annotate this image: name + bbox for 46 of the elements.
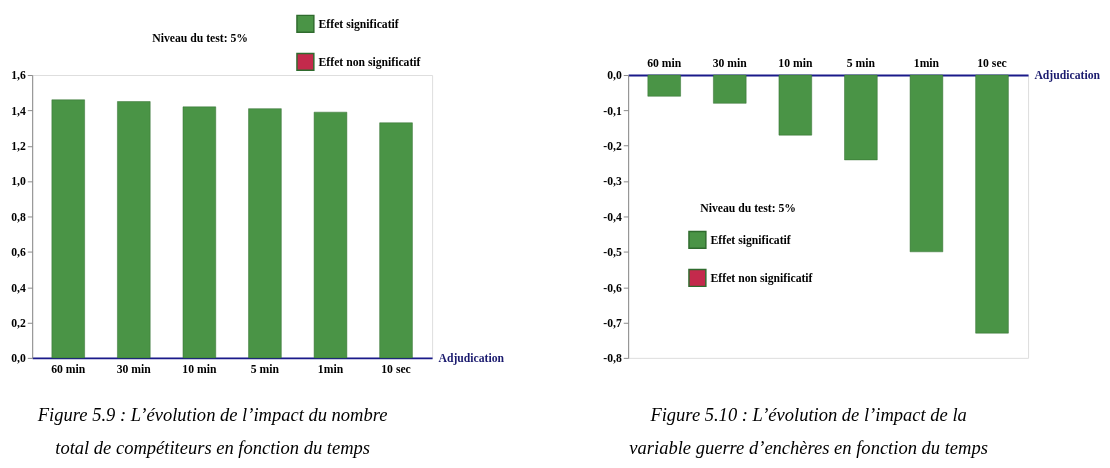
y-tick-label: -0,4: [603, 210, 622, 224]
legend-label: Effet significatif: [710, 233, 791, 247]
x-tick-label: 10 sec: [977, 56, 1007, 70]
y-tick-label: 0,4: [11, 281, 26, 295]
x-tick-label: 30 min: [116, 363, 152, 377]
y-tick-label: 0,6: [11, 246, 26, 260]
y-tick-label: 0,8: [11, 210, 26, 224]
x-tick-label: 30 min: [712, 56, 748, 70]
bar: [248, 108, 282, 359]
y-tick-label: 1,0: [11, 175, 26, 189]
x-tick-label: 10 min: [778, 56, 813, 70]
bar: [117, 101, 151, 359]
bar: [313, 111, 348, 359]
y-tick-label: 0,0: [607, 69, 622, 83]
caption: Figure 5.10 : L’évolution de l’impact de la variable guerre d’enchères en fonction du temps: [629, 404, 988, 459]
x-tick-label: 1min: [317, 363, 344, 377]
text: Niveau du test: 5%: [152, 31, 249, 45]
x-tick-label: 5 min: [250, 363, 280, 377]
y-tick-label: -0,5: [603, 246, 622, 260]
x-tick-label: 10 sec: [381, 363, 411, 377]
x-tick-label: 60 min: [647, 56, 682, 70]
y-tick-label: -0,8: [603, 352, 622, 366]
y-tick-label: -0,2: [603, 140, 622, 154]
x-tick-label: 1min: [913, 56, 940, 70]
y-tick-label: 1,2: [11, 140, 26, 154]
legend-label: Effet non significatif: [318, 55, 421, 69]
bar: [379, 122, 413, 359]
y-tick-label: 0,2: [11, 316, 26, 330]
y-tick-label: -0,1: [603, 104, 622, 118]
x-axis-title: Adjudication: [438, 352, 505, 366]
y-tick-label: 1,6: [11, 69, 26, 83]
annotation: Niveau du test: 5%: [700, 201, 797, 215]
y-tick-label: 1,4: [11, 104, 26, 118]
x-tick-label: 10 min: [182, 363, 217, 377]
x-tick-label: 60 min: [51, 363, 86, 377]
bar: [182, 106, 216, 359]
bar: [51, 99, 85, 359]
legend-label: Effet significatif: [318, 17, 399, 31]
caption: Figure 5.9 : L’évolution de l’impact du nombre total de compétiteurs en fonction du temps: [36, 404, 388, 459]
x-axis-title: Adjudication: [1034, 69, 1101, 83]
y-tick-label: 0,0: [11, 352, 26, 366]
y-tick-label: -0,3: [603, 175, 622, 189]
legend-label: Effet non significatif: [710, 271, 813, 285]
x-tick-label: 5 min: [846, 56, 876, 70]
y-tick-label: -0,6: [603, 281, 622, 295]
y-tick-label: -0,7: [603, 316, 622, 330]
